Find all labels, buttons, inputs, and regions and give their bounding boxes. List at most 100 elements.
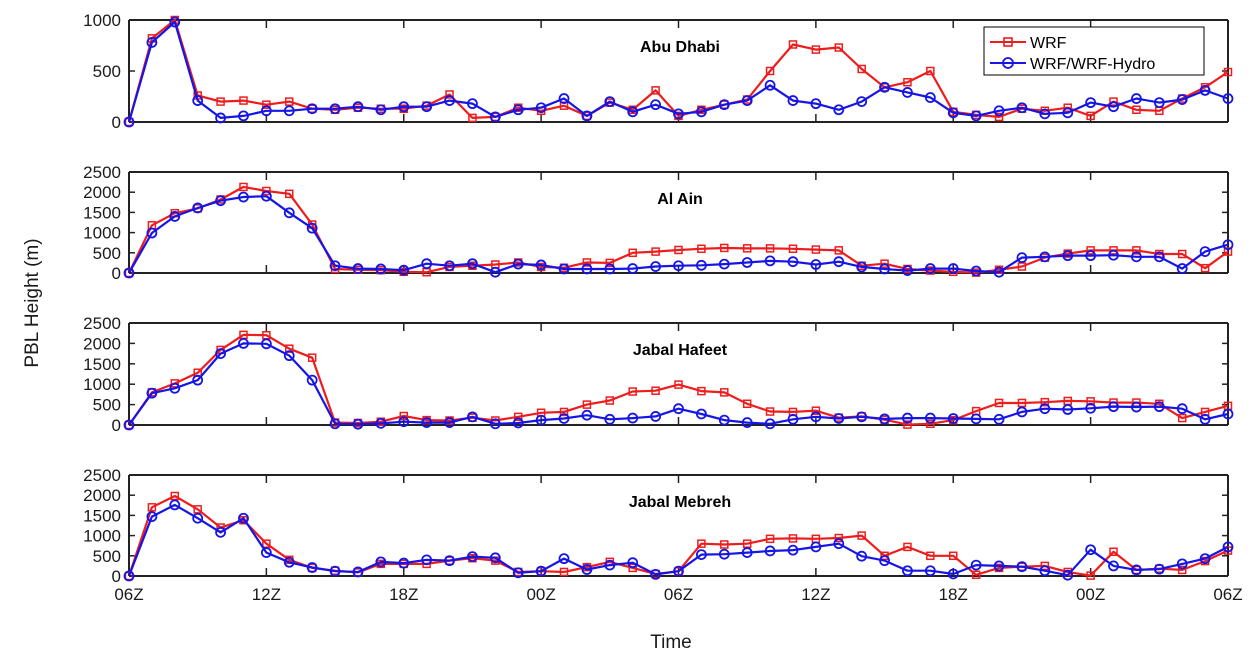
x-tick-label: 12Z [801, 585, 830, 604]
marker-wrf-hydro [215, 526, 226, 538]
legend-marker-wrf [1003, 37, 1013, 47]
marker-wrf [285, 189, 294, 199]
y-tick-label: 0 [112, 264, 121, 283]
marker-wrf [124, 571, 134, 581]
marker-wrf-hydro [1131, 251, 1142, 263]
marker-wrf-hydro [902, 265, 913, 276]
marker-wrf-hydro [146, 227, 158, 239]
marker-wrf [1109, 246, 1118, 255]
marker-wrf-hydro [1016, 406, 1028, 418]
marker-wrf [811, 45, 821, 54]
marker-wrf [628, 387, 637, 396]
marker-wrf-hydro [329, 103, 341, 115]
marker-wrf [513, 412, 523, 422]
marker-wrf-hydro [421, 101, 433, 113]
y-tick-label: 500 [93, 547, 121, 566]
marker-wrf [742, 399, 752, 409]
marker-wrf-hydro [1153, 97, 1165, 109]
marker-wrf-hydro [741, 547, 753, 558]
marker-wrf [765, 66, 775, 76]
marker-wrf-hydro [718, 258, 730, 270]
marker-wrf-hydro [764, 418, 776, 430]
marker-wrf [239, 96, 248, 105]
y-tick-label: 500 [93, 62, 121, 81]
marker-wrf-hydro [1108, 401, 1119, 413]
panel-title: Al Ain [657, 191, 703, 208]
x-tick-label: 06Z [114, 585, 143, 604]
marker-wrf-hydro [375, 556, 387, 568]
marker-wrf [262, 100, 271, 109]
marker-wrf [903, 542, 912, 552]
marker-wrf-hydro [856, 550, 868, 562]
marker-wrf [124, 420, 134, 430]
marker-wrf-hydro [260, 105, 272, 117]
marker-wrf-hydro [192, 95, 204, 106]
marker-wrf-hydro [673, 108, 684, 120]
panel-title: Jabal Mebreh [629, 494, 731, 511]
marker-wrf-hydro [1153, 563, 1165, 575]
marker-wrf [1223, 247, 1233, 256]
marker-wrf [216, 523, 225, 532]
marker-wrf [720, 388, 729, 397]
marker-wrf-hydro [924, 412, 936, 424]
marker-wrf-hydro [1062, 107, 1074, 119]
marker-wrf-hydro [146, 387, 158, 399]
marker-wrf-hydro [1222, 541, 1234, 553]
panel-1: 0 500 1000 Abu Dhabi [83, 11, 1234, 132]
marker-wrf-hydro [398, 264, 410, 276]
y-tick-label: 2500 [83, 314, 121, 333]
marker-wrf [582, 258, 592, 267]
y-axis-label: PBL Height (m) [22, 238, 43, 367]
marker-wrf-hydro [604, 96, 616, 107]
marker-wrf-hydro [489, 552, 501, 564]
marker-wrf-hydro [375, 417, 387, 429]
marker-wrf-hydro [512, 567, 524, 579]
marker-wrf-hydro [306, 562, 318, 573]
marker-wrf-hydro [787, 413, 799, 425]
legend-label-hydro: WRF/WRF-Hydro [1030, 56, 1155, 73]
marker-wrf [1086, 111, 1095, 121]
marker-wrf-hydro [1176, 403, 1188, 415]
marker-wrf-hydro [352, 566, 364, 578]
marker-wrf-hydro [993, 560, 1005, 572]
marker-wrf [605, 396, 615, 405]
marker-wrf-hydro [1222, 239, 1234, 251]
marker-wrf [765, 244, 775, 253]
x-tick-label: 06Z [664, 585, 693, 604]
marker-wrf [399, 411, 408, 421]
marker-wrf [1223, 67, 1233, 77]
marker-wrf [674, 245, 683, 255]
x-axis-label: Time [650, 632, 692, 653]
marker-wrf-hydro [1085, 250, 1097, 262]
marker-wrf-hydro [1039, 108, 1051, 120]
y-tick-label: 500 [93, 396, 121, 415]
legend: WRF WRF/WRF-Hydro [983, 26, 1205, 76]
marker-wrf-hydro [215, 195, 226, 207]
marker-wrf-hydro [1108, 101, 1119, 113]
marker-wrf [949, 551, 958, 561]
marker-wrf-hydro [1131, 564, 1142, 576]
marker-wrf [880, 259, 889, 268]
marker-wrf-hydro [1108, 249, 1119, 261]
marker-wrf [811, 245, 821, 254]
marker-wrf-hydro [558, 93, 570, 104]
marker-wrf-hydro [650, 568, 662, 580]
marker-wrf-hydro [444, 417, 455, 428]
marker-wrf [1177, 565, 1187, 575]
marker-wrf-hydro [1153, 401, 1165, 413]
legend-label-wrf: WRF [1030, 35, 1067, 52]
marker-wrf [857, 64, 866, 74]
legend-marker-hydro [1002, 57, 1014, 69]
marker-wrf-hydro [627, 412, 639, 424]
marker-wrf [628, 563, 637, 573]
marker-wrf-hydro [535, 565, 547, 577]
marker-wrf-hydro [260, 190, 272, 202]
marker-wrf [857, 531, 866, 540]
marker-wrf [926, 66, 935, 76]
marker-wrf-hydro [924, 92, 936, 103]
marker-wrf-hydro [879, 263, 890, 275]
marker-wrf [1200, 263, 1210, 273]
